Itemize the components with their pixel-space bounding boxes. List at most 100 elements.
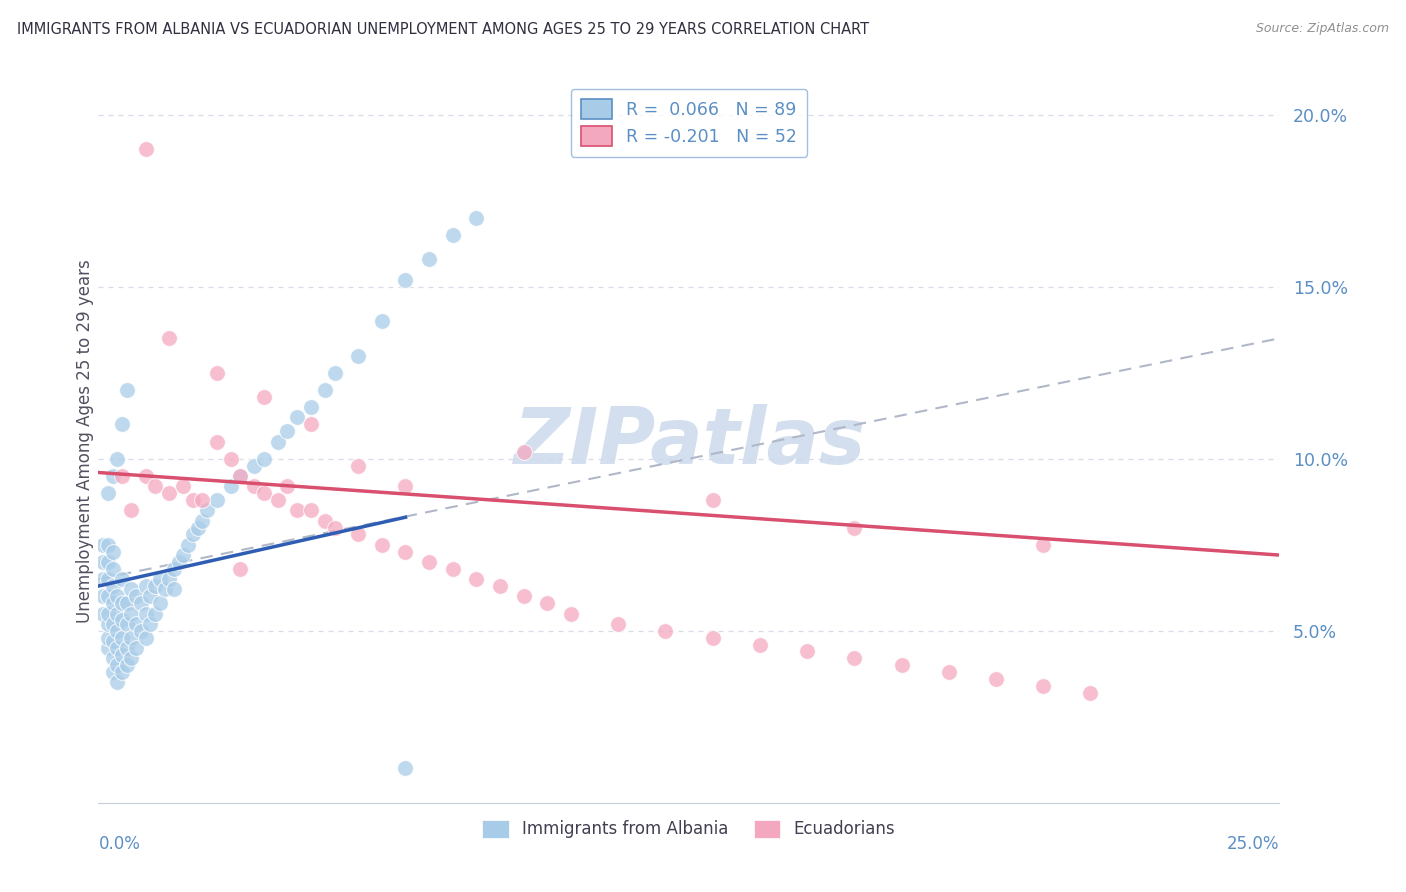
Point: [748, 638, 770, 652]
Point: [323, 520, 346, 534]
Point: [172, 479, 194, 493]
Point: [219, 479, 242, 493]
Point: [276, 479, 298, 493]
Point: [1032, 538, 1054, 552]
Point: [105, 658, 128, 673]
Point: [796, 644, 818, 658]
Point: [143, 479, 166, 493]
Point: [205, 493, 228, 508]
Point: [205, 366, 228, 380]
Point: [101, 665, 124, 679]
Point: [115, 658, 138, 673]
Point: [121, 503, 143, 517]
Point: [163, 562, 186, 576]
Point: [111, 614, 134, 628]
Point: [91, 555, 114, 569]
Legend: Immigrants from Albania, Ecuadorians: Immigrants from Albania, Ecuadorians: [475, 813, 903, 845]
Point: [418, 252, 440, 267]
Point: [97, 640, 120, 655]
Point: [101, 651, 124, 665]
Point: [105, 590, 128, 604]
Point: [91, 607, 114, 621]
Point: [167, 555, 190, 569]
Point: [101, 579, 124, 593]
Point: [890, 658, 912, 673]
Point: [844, 520, 866, 534]
Point: [111, 469, 134, 483]
Point: [253, 390, 276, 404]
Point: [253, 451, 276, 466]
Point: [101, 544, 124, 558]
Point: [177, 538, 200, 552]
Point: [267, 434, 290, 449]
Point: [129, 624, 152, 638]
Point: [115, 596, 138, 610]
Point: [157, 486, 180, 500]
Point: [181, 493, 204, 508]
Point: [394, 479, 416, 493]
Point: [91, 572, 114, 586]
Point: [371, 314, 394, 328]
Point: [97, 607, 120, 621]
Point: [536, 596, 558, 610]
Point: [285, 503, 308, 517]
Point: [299, 503, 322, 517]
Point: [984, 672, 1007, 686]
Point: [702, 631, 724, 645]
Text: 25.0%: 25.0%: [1227, 835, 1279, 854]
Point: [91, 538, 114, 552]
Point: [105, 640, 128, 655]
Point: [229, 469, 252, 483]
Point: [135, 142, 157, 156]
Point: [163, 582, 186, 597]
Point: [314, 383, 336, 397]
Point: [276, 424, 298, 438]
Point: [121, 582, 143, 597]
Point: [115, 640, 138, 655]
Point: [253, 486, 276, 500]
Point: [135, 631, 157, 645]
Point: [101, 469, 124, 483]
Point: [125, 640, 148, 655]
Point: [418, 555, 440, 569]
Point: [489, 579, 512, 593]
Point: [129, 596, 152, 610]
Point: [105, 675, 128, 690]
Point: [125, 616, 148, 631]
Point: [323, 366, 346, 380]
Point: [149, 572, 172, 586]
Point: [111, 596, 134, 610]
Point: [938, 665, 960, 679]
Point: [105, 607, 128, 621]
Point: [97, 538, 120, 552]
Point: [157, 331, 180, 345]
Point: [135, 469, 157, 483]
Point: [97, 486, 120, 500]
Point: [347, 349, 370, 363]
Point: [465, 572, 488, 586]
Point: [101, 616, 124, 631]
Point: [299, 417, 322, 432]
Point: [299, 400, 322, 414]
Text: ZIPatlas: ZIPatlas: [513, 403, 865, 480]
Point: [512, 445, 534, 459]
Point: [560, 607, 582, 621]
Text: 0.0%: 0.0%: [98, 835, 141, 854]
Point: [219, 451, 242, 466]
Point: [229, 469, 252, 483]
Point: [229, 562, 252, 576]
Point: [139, 616, 162, 631]
Point: [101, 634, 124, 648]
Point: [101, 596, 124, 610]
Point: [115, 616, 138, 631]
Point: [121, 651, 143, 665]
Point: [121, 607, 143, 621]
Point: [97, 590, 120, 604]
Point: [394, 273, 416, 287]
Point: [97, 572, 120, 586]
Point: [187, 520, 209, 534]
Text: Source: ZipAtlas.com: Source: ZipAtlas.com: [1256, 22, 1389, 36]
Point: [101, 562, 124, 576]
Point: [607, 616, 630, 631]
Point: [111, 665, 134, 679]
